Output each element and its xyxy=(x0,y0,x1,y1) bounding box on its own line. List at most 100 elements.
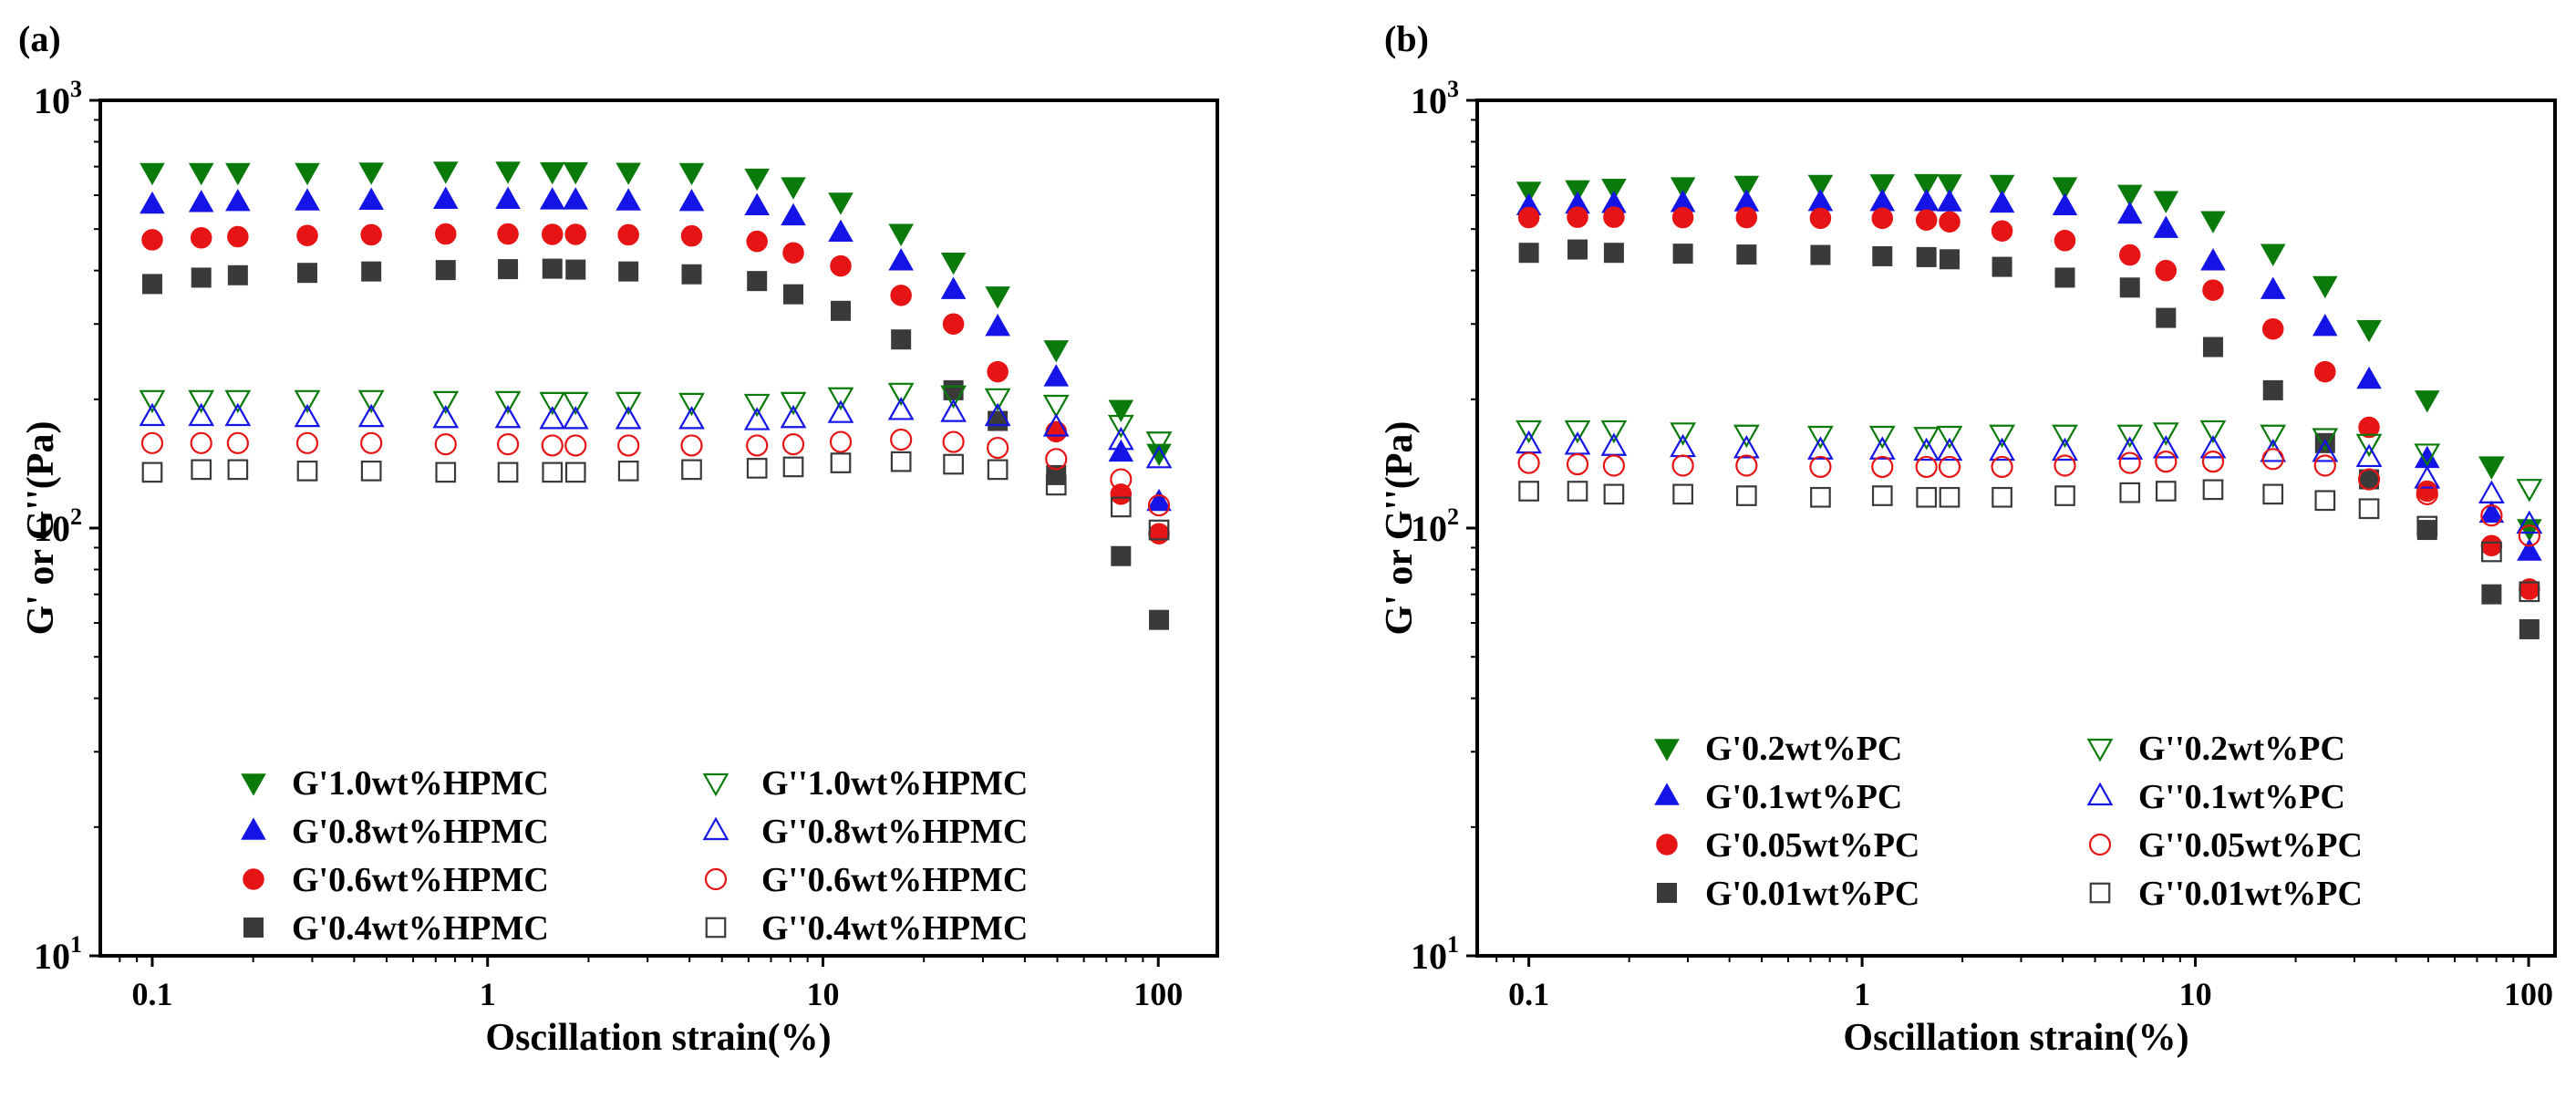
data-point xyxy=(1671,454,1694,477)
data-point xyxy=(564,434,587,457)
data-point xyxy=(678,162,705,186)
data-point xyxy=(746,458,768,479)
data-point xyxy=(1516,420,1542,444)
data-point xyxy=(2414,465,2441,489)
legend-marker xyxy=(241,773,266,796)
data-point xyxy=(2155,451,2178,473)
data-point xyxy=(780,391,807,416)
data-point xyxy=(1871,455,1894,479)
data-point xyxy=(746,434,769,457)
data-point xyxy=(188,389,215,414)
data-point xyxy=(2054,454,2076,477)
data-point xyxy=(1600,432,1628,456)
data-point xyxy=(1868,425,1896,450)
data-point xyxy=(360,461,382,482)
data-point xyxy=(2517,538,2542,561)
panel-b: (b) 101 102 103 0.1 1 10 100 Oscillation strain(… xyxy=(1379,18,2557,1059)
data-point xyxy=(1810,244,1831,265)
y-tick-label: 103 xyxy=(1411,76,1459,121)
legend-marker xyxy=(705,917,727,938)
data-point xyxy=(1146,488,1172,512)
data-point xyxy=(563,161,589,185)
data-point xyxy=(2116,436,2144,460)
data-point xyxy=(225,189,251,212)
series-3 xyxy=(141,258,1170,630)
data-point xyxy=(618,261,639,282)
data-point xyxy=(940,385,967,410)
data-point xyxy=(2155,481,2177,502)
data-point xyxy=(191,459,212,481)
legend-label: G'0.4wt%HPMC xyxy=(292,909,549,948)
data-point xyxy=(226,431,249,454)
panel-a: (a) 101 102 103 0.1 1 10 100 Oscillation strain(… xyxy=(18,18,1219,1059)
x-tick-label: 0.1 xyxy=(131,976,172,1012)
data-point xyxy=(1807,425,1834,450)
x-tick-label: 0.1 xyxy=(1508,976,1549,1012)
data-point xyxy=(539,391,566,416)
data-point xyxy=(141,274,162,295)
data-point xyxy=(435,223,457,245)
data-point xyxy=(227,264,248,285)
data-point xyxy=(562,391,589,416)
data-point xyxy=(2261,448,2284,471)
data-point xyxy=(564,223,586,245)
data-point xyxy=(1913,427,1940,451)
legend-marker xyxy=(2088,833,2112,856)
data-point xyxy=(985,286,1010,309)
data-point xyxy=(1110,468,1133,491)
data-point xyxy=(1810,486,1831,508)
data-point xyxy=(1940,249,1960,270)
data-point xyxy=(2199,420,2227,444)
x-tick-label: 1 xyxy=(1854,976,1870,1012)
data-point xyxy=(2414,443,2441,467)
data-point xyxy=(2356,319,2382,343)
data-point xyxy=(494,390,522,415)
data-point xyxy=(681,264,702,285)
data-point xyxy=(2357,468,2381,491)
data-point xyxy=(2054,485,2075,506)
data-point xyxy=(1107,426,1134,451)
data-point xyxy=(434,433,457,456)
data-point xyxy=(190,227,212,249)
panel-label: (a) xyxy=(18,18,61,59)
data-point xyxy=(1603,483,1625,505)
data-point xyxy=(296,461,318,482)
data-point xyxy=(829,430,853,453)
series-4 xyxy=(1516,420,2543,503)
data-point xyxy=(890,285,912,306)
data-point xyxy=(358,162,384,185)
data-point xyxy=(746,230,768,253)
data-point xyxy=(357,403,385,428)
data-point xyxy=(1736,485,1757,506)
data-point xyxy=(539,161,565,185)
legend-marker xyxy=(241,817,266,840)
data-point xyxy=(2054,230,2076,252)
data-point xyxy=(1518,243,1539,264)
data-point xyxy=(616,162,641,185)
data-point xyxy=(2202,279,2224,301)
series-6 xyxy=(140,428,1171,517)
data-point xyxy=(139,389,166,414)
data-point xyxy=(432,186,459,209)
data-point xyxy=(2312,428,2339,451)
data-point xyxy=(987,459,1009,481)
data-point xyxy=(2355,433,2383,458)
data-point xyxy=(1809,455,1832,479)
series-7 xyxy=(141,451,1170,541)
data-point xyxy=(831,300,852,321)
data-point xyxy=(435,461,457,483)
data-point xyxy=(2516,510,2543,534)
data-point xyxy=(1807,189,1834,212)
panel-label: (b) xyxy=(1384,18,1429,59)
data-point xyxy=(190,431,212,454)
legend-label: G'0.05wt%PC xyxy=(1705,826,1919,865)
data-point xyxy=(435,260,456,281)
series-0 xyxy=(140,161,1172,467)
x-tick-label: 10 xyxy=(806,976,839,1012)
data-point xyxy=(2118,244,2141,266)
series-6 xyxy=(1517,448,2540,547)
data-point xyxy=(781,177,806,200)
x-tick-label: 10 xyxy=(2179,976,2212,1012)
series-2 xyxy=(141,223,1170,544)
data-point xyxy=(563,187,589,210)
